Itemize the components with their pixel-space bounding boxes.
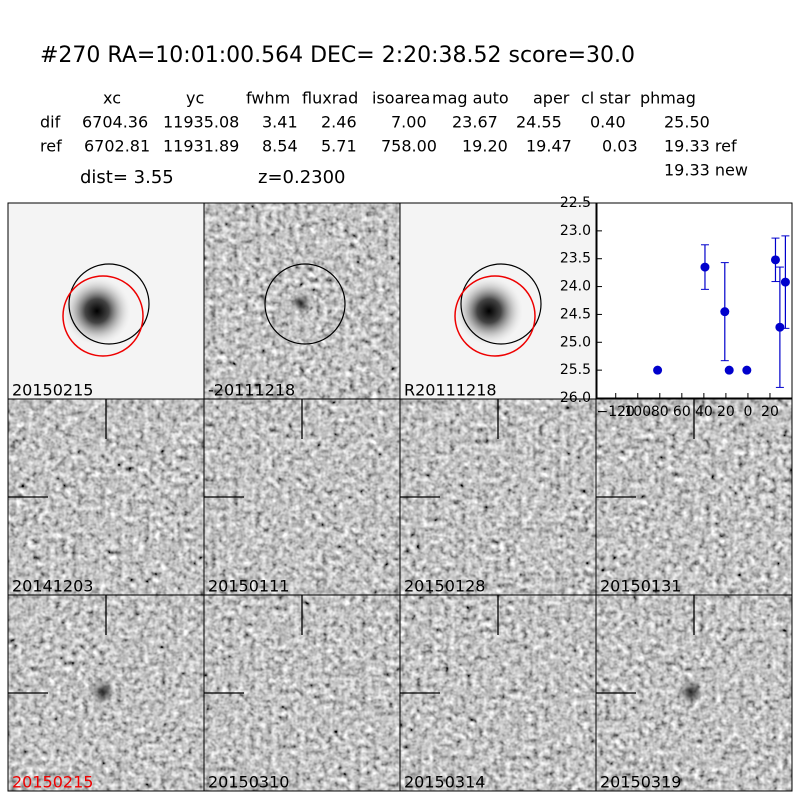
column-header: isoarea — [372, 89, 430, 108]
panel-label: 20150319 — [600, 773, 681, 792]
cell: 3.41 — [262, 113, 298, 132]
cell: ref — [40, 137, 62, 156]
x-tick-label: 80 — [651, 404, 669, 420]
plot-area — [596, 202, 793, 399]
x-tick-label: 100 — [624, 404, 651, 420]
cell: 24.55 — [516, 113, 562, 132]
y-tick-label: 22.5 — [560, 195, 591, 211]
cell: 6702.81 — [84, 137, 150, 156]
source — [455, 277, 523, 345]
aperture — [264, 263, 346, 345]
y-tick-label: 26.0 — [560, 390, 591, 406]
dist: dist= 3.55 — [80, 167, 174, 188]
x-tick-label: 60 — [673, 404, 691, 420]
cell: 758.00 — [381, 137, 437, 156]
x-tick-label: 20 — [717, 404, 735, 420]
cell: 8.54 — [262, 137, 298, 156]
cell: 11931.89 — [163, 137, 239, 156]
aperture — [460, 263, 542, 345]
title: #270 RA=10:01:00.564 DEC= 2:20:38.52 sco… — [40, 43, 635, 68]
column-header: xc — [103, 89, 121, 108]
panel-label: 20150310 — [208, 773, 289, 792]
aperture-ref — [454, 275, 536, 357]
cell: 6704.36 — [82, 113, 148, 132]
source — [679, 680, 703, 704]
panel-label: 20150111 — [208, 577, 289, 596]
point — [724, 365, 734, 375]
image-grid: 20150215 -20111218 R20111218 20141203 201501… — [7, 202, 793, 792]
x-tick-label: 0 — [743, 404, 752, 420]
y-tick-label: 24.5 — [560, 306, 591, 322]
cell: dif — [40, 113, 61, 132]
source — [291, 293, 311, 313]
point — [742, 365, 752, 375]
point — [720, 307, 730, 317]
panel-label: 20150215 — [12, 381, 93, 400]
cell: 25.50 — [664, 113, 710, 132]
point — [780, 277, 790, 287]
panel-label: 20141203 — [12, 577, 93, 596]
cell: 11935.08 — [163, 113, 239, 132]
column-header: fwhm — [246, 89, 290, 108]
cell: 0.40 — [590, 113, 626, 132]
info-table: xc yc fwhm fluxrad isoarea mag auto aper cl sta… — [40, 89, 748, 189]
column-header: mag auto — [432, 89, 509, 108]
cell: 7.00 — [391, 113, 427, 132]
column-header: fluxrad — [302, 89, 358, 108]
aperture — [68, 263, 150, 345]
x-tick-label: −120 — [597, 404, 635, 420]
x-tick-label: 40 — [695, 404, 713, 420]
redshift: z=0.2300 — [258, 167, 346, 188]
y-tick-label: 23.5 — [560, 251, 591, 267]
frame — [595, 594, 793, 792]
panel-label: -20111218 — [208, 381, 295, 400]
point — [653, 365, 663, 375]
column-header: aper — [533, 89, 570, 108]
cell: 19.47 — [526, 137, 572, 156]
y-tick-label: 25.0 — [560, 334, 591, 350]
cell: 0.03 — [602, 137, 638, 156]
point — [770, 255, 780, 265]
point — [775, 322, 785, 332]
column-header: cl star — [581, 89, 631, 108]
source — [91, 680, 115, 704]
panel-label: 20150215 — [12, 773, 93, 792]
y-tick-label: 23.0 — [560, 223, 591, 239]
cell: 19.33 new — [664, 161, 748, 180]
point — [700, 262, 710, 272]
aperture-ref — [62, 275, 144, 357]
cell: 23.67 — [452, 113, 498, 132]
y-tick-label: 24.0 — [560, 279, 591, 295]
column-header: phmag — [640, 89, 696, 108]
panel-label: R20111218 — [404, 381, 497, 400]
x-tick-label: 20 — [761, 404, 779, 420]
cell: 19.20 — [462, 137, 508, 156]
cell: 19.33 ref — [664, 137, 737, 156]
column-header: yc — [186, 89, 204, 108]
y-tick-label: 25.5 — [560, 362, 591, 378]
source — [63, 277, 131, 345]
panel-label: 20150128 — [404, 577, 485, 596]
cell: 5.71 — [321, 137, 357, 156]
cell: 2.46 — [321, 113, 357, 132]
panel-label: 20150314 — [404, 773, 485, 792]
panel-label: 20150131 — [600, 577, 681, 596]
